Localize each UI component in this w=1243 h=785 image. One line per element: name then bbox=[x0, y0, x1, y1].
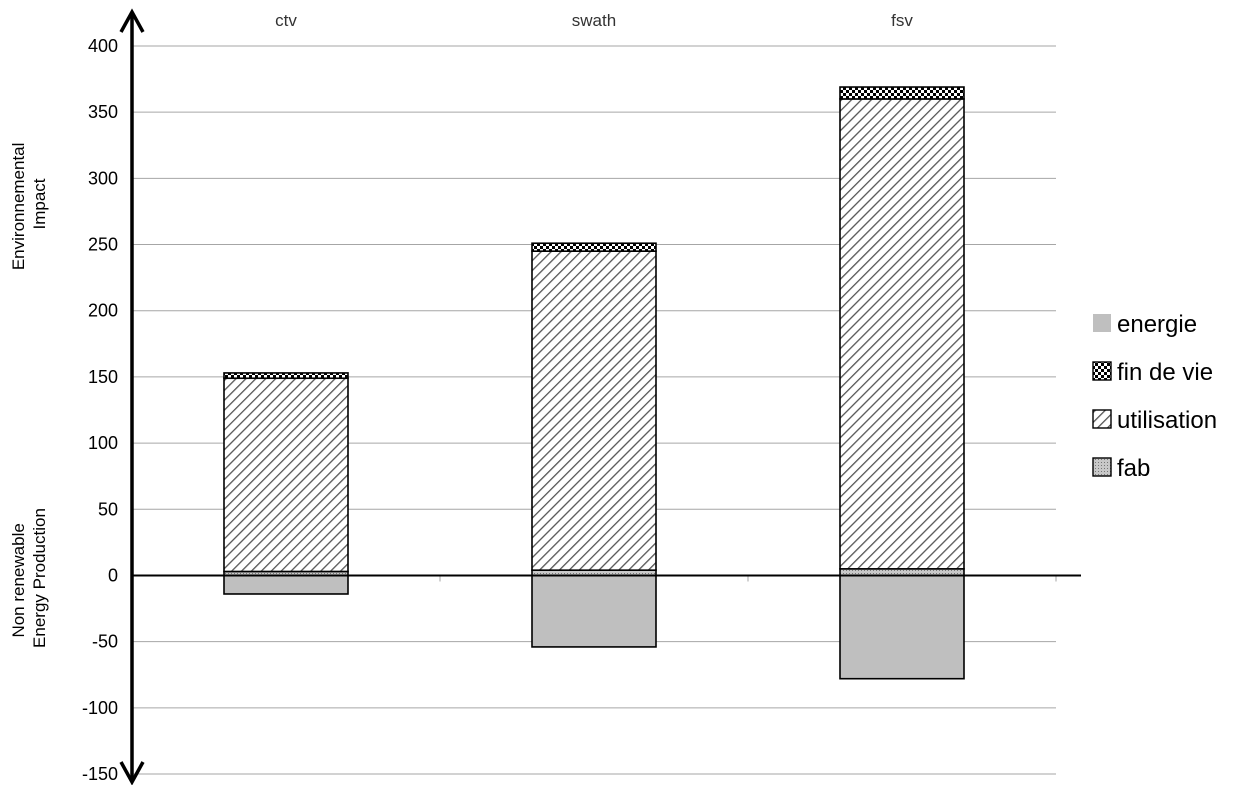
y-tick-label: 400 bbox=[88, 36, 118, 56]
bar-fin-de-vie-fsv bbox=[839, 86, 965, 100]
legend-swatch bbox=[1092, 361, 1112, 381]
y-axis-ticks: 400 350 300 250 200 150 100 50 0 -50 -100 -150 bbox=[82, 36, 118, 784]
bar-energie-fsv bbox=[839, 574, 965, 680]
y-label-top: Environnemental Impact bbox=[9, 138, 49, 270]
y-tick-label: -100 bbox=[82, 698, 118, 718]
bar-utilisation-ctv bbox=[223, 377, 349, 573]
legend-label: fab bbox=[1117, 455, 1150, 482]
legend-swatch bbox=[1093, 314, 1111, 332]
legend: energie fin de vie utilisation fab bbox=[1092, 311, 1217, 482]
bar-fin-de-vie-swath bbox=[531, 242, 657, 252]
bar-utilisation-swath bbox=[531, 250, 657, 571]
legend-label: fin de vie bbox=[1117, 359, 1213, 386]
y-label-bottom: Non renewable Energy Production bbox=[9, 508, 49, 648]
y-tick-label: 200 bbox=[88, 301, 118, 321]
bars bbox=[223, 86, 965, 680]
bar-fin-de-vie-ctv bbox=[223, 372, 349, 380]
y-tick-label: 350 bbox=[88, 102, 118, 122]
axes bbox=[119, 8, 1081, 785]
y-tick-label: -50 bbox=[92, 632, 118, 652]
legend-label: utilisation bbox=[1117, 407, 1217, 434]
category-label: ctv bbox=[275, 11, 297, 30]
legend-swatch bbox=[1092, 409, 1112, 429]
bar-utilisation-fsv bbox=[839, 98, 965, 570]
category-labels: ctv swath fsv bbox=[275, 11, 913, 30]
y-tick-label: 100 bbox=[88, 433, 118, 453]
arrow-up-icon bbox=[119, 8, 145, 33]
legend-swatch bbox=[1092, 457, 1112, 477]
bar-energie-swath bbox=[531, 574, 657, 648]
arrow-down-icon bbox=[119, 761, 145, 785]
y-tick-label: 150 bbox=[88, 367, 118, 387]
y-tick-label: -150 bbox=[82, 764, 118, 784]
y-tick-label: 50 bbox=[98, 499, 118, 519]
y-tick-label: 300 bbox=[88, 168, 118, 188]
category-label: fsv bbox=[891, 11, 913, 30]
legend-label: energie bbox=[1117, 311, 1197, 338]
y-tick-label: 250 bbox=[88, 235, 118, 255]
category-label: swath bbox=[572, 11, 616, 30]
bar-energie-ctv bbox=[223, 574, 349, 595]
y-tick-label: 0 bbox=[108, 565, 118, 585]
